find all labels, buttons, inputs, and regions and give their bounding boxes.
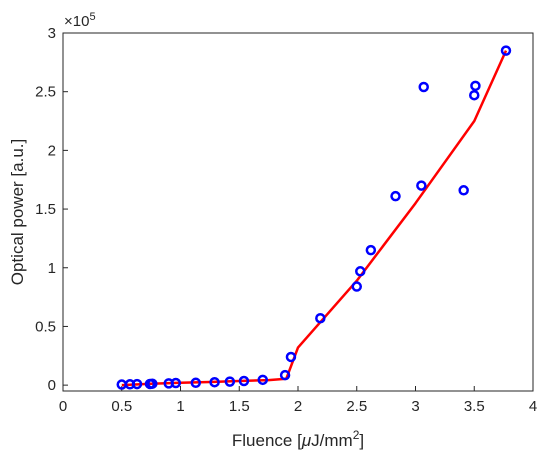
data-point	[131, 378, 143, 390]
data-point	[170, 377, 182, 389]
data-point	[285, 351, 297, 363]
x-axis: 0 0.5 1 1.5 2 2.5 3 3.5 4	[59, 386, 537, 415]
data-point	[351, 281, 362, 292]
data-point	[416, 180, 427, 191]
data-point	[238, 375, 250, 387]
data-point	[390, 190, 401, 202]
data-point	[365, 244, 377, 256]
y-tick-label: 1	[48, 260, 56, 277]
y-tick-label: 0.5	[35, 318, 56, 335]
data-point	[470, 80, 481, 92]
x-axis-label: Fluence [μJ/mm2]	[232, 428, 364, 450]
data-point	[418, 81, 429, 93]
x-tick-label: 0.5	[111, 398, 132, 415]
y-axis: 0 0.5 1 1.5 2 2.5 3	[35, 25, 68, 394]
y-tick-label: 0	[48, 377, 56, 394]
data-point	[458, 185, 469, 196]
data-point	[147, 378, 158, 389]
y-axis-label: Optical power [a.u.]	[8, 139, 27, 285]
y-exponent-label: ×105	[64, 11, 96, 30]
x-tick-label: 1	[176, 398, 184, 415]
series-layer	[116, 45, 512, 390]
fit-line	[121, 50, 508, 387]
x-tick-label: 0	[59, 398, 67, 415]
x-tick-label: 1.5	[229, 398, 250, 415]
data-point	[224, 376, 236, 387]
x-tick-label: 3	[411, 398, 419, 415]
data-point	[315, 312, 326, 324]
x-tick-label: 4	[529, 398, 537, 415]
data-point	[500, 45, 512, 56]
y-tick-label: 3	[48, 25, 56, 42]
plot-area	[62, 32, 534, 392]
data-point	[209, 376, 220, 388]
data-point	[190, 377, 202, 389]
data-point	[355, 266, 366, 277]
data-point	[257, 374, 268, 386]
data-point	[279, 369, 291, 381]
y-tick-label: 2.5	[35, 84, 56, 101]
data-point	[469, 89, 480, 101]
x-tick-label: 2	[294, 398, 302, 415]
y-tick-label: 2	[48, 142, 56, 159]
y-tick-label: 1.5	[35, 201, 56, 218]
x-tick-label: 2.5	[346, 398, 367, 415]
x-tick-label: 3.5	[464, 398, 485, 415]
